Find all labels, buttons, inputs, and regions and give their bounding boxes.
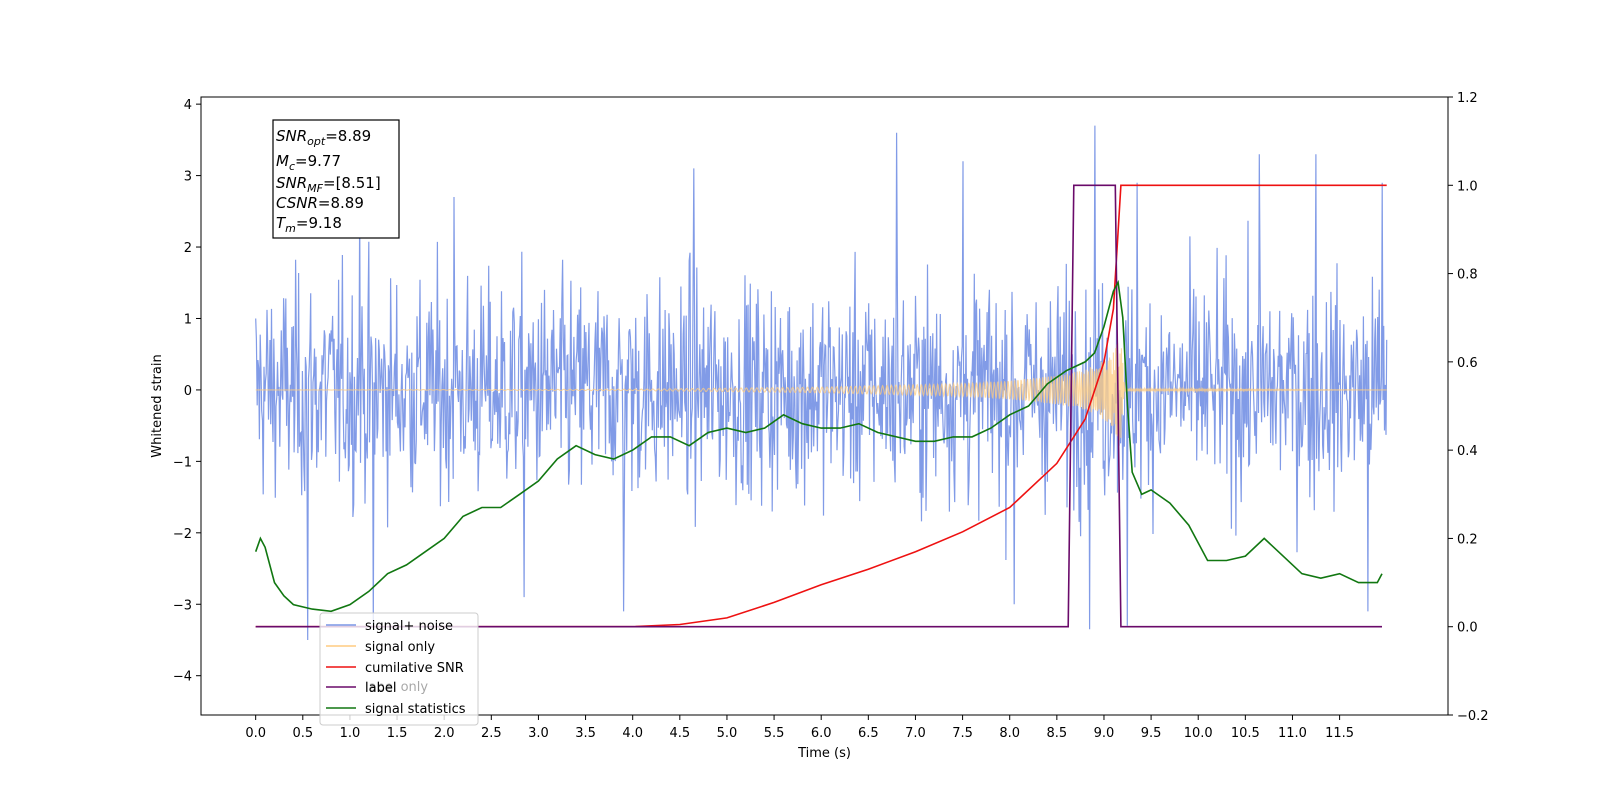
x-tick-label: 8.0 xyxy=(999,726,1020,741)
x-tick-label: 3.0 xyxy=(528,726,549,741)
y2-tick-label: −0.2 xyxy=(1457,709,1489,724)
x-tick-label: 0.5 xyxy=(292,726,313,741)
series-signal-only xyxy=(255,342,1387,441)
x-tick-label: 8.5 xyxy=(1046,726,1067,741)
y-tick-label: −3 xyxy=(173,598,192,613)
legend: label only signal+ noise signal only cum… xyxy=(319,612,479,726)
y2-tick-label: 1.0 xyxy=(1457,179,1478,194)
y-tick-label: 4 xyxy=(184,98,192,113)
x-tick-label: 1.5 xyxy=(387,726,408,741)
x-axis-title: Time (s) xyxy=(797,746,851,761)
series-signal-noise xyxy=(255,125,1388,641)
legend-frame xyxy=(319,612,479,726)
y-tick-label: −1 xyxy=(173,455,192,470)
x-tick-label: 6.0 xyxy=(811,726,832,741)
annotation-line-tm: Tm=9.18 xyxy=(276,214,342,235)
x-tick-label: 2.0 xyxy=(434,726,455,741)
x-tick-label: 9.5 xyxy=(1141,726,1162,741)
x-tick-label: 10.0 xyxy=(1184,726,1213,741)
legend-label-label: label xyxy=(365,681,396,696)
x-tick-label: 5.0 xyxy=(717,726,738,741)
y-tick-label: 3 xyxy=(184,170,192,185)
annotation-line-csnr: CSNR=8.89 xyxy=(276,194,364,212)
legend-label-signal-only: signal only xyxy=(365,640,435,655)
x-tick-label: 4.5 xyxy=(669,726,690,741)
axes: 0.0 0.5 1.0 1.5 2.0 2.5 3.0 3.5 4.0 4.5 5.0 5.5 6.0 6… xyxy=(150,91,1489,761)
x-tick-label: 11.0 xyxy=(1278,726,1307,741)
legend-label-signal-noise: signal+ noise xyxy=(365,619,453,634)
series-signal-statistics xyxy=(254,279,1383,613)
x-tick-label: 10.5 xyxy=(1231,726,1260,741)
y-axis-title: Whitened strain xyxy=(150,354,165,457)
annotation-line-snr-mf: SNRMF=[8.51] xyxy=(276,174,381,195)
stats-annotation-box: SNRopt=8.89 Mc=9.77 SNRMF=[8.51] CSNR=8.… xyxy=(272,119,400,239)
x-tick-label: 3.5 xyxy=(575,726,596,741)
legend-hidden-entry-text: label only xyxy=(365,680,428,695)
y2-tick-label: 0.0 xyxy=(1457,621,1478,636)
plot-area xyxy=(254,125,1388,641)
y-tick-label: 2 xyxy=(184,241,192,256)
x-tick-label: 0.0 xyxy=(245,726,266,741)
y2-tick-label: 0.2 xyxy=(1457,532,1478,547)
x-tick-label: 5.5 xyxy=(764,726,785,741)
legend-label-cumulative-snr: cumilative SNR xyxy=(365,661,464,676)
annotation-line-snr-opt: SNRopt=8.89 xyxy=(276,127,371,148)
x-tick-label: 7.0 xyxy=(905,726,926,741)
y2-tick-label: 0.6 xyxy=(1457,356,1478,371)
x-tick-label: 6.5 xyxy=(858,726,879,741)
y2-tick-label: 0.4 xyxy=(1457,444,1478,459)
y2-tick-label: 0.8 xyxy=(1457,268,1478,283)
x-tick-label: 9.0 xyxy=(1094,726,1115,741)
y-tick-label: −2 xyxy=(173,527,192,542)
axes-frame xyxy=(200,96,1449,716)
y-tick-label: 1 xyxy=(184,312,192,327)
x-tick-label: 11.5 xyxy=(1325,726,1354,741)
annotation-frame xyxy=(272,119,400,239)
x-tick-label: 2.5 xyxy=(481,726,502,741)
legend-label-signal-statistics: signal statistics xyxy=(365,702,466,717)
x-tick-label: 4.0 xyxy=(622,726,643,741)
series-label xyxy=(255,184,1382,628)
x-tick-label: 1.0 xyxy=(340,726,361,741)
y-tick-label: −4 xyxy=(173,670,192,685)
series-cumulative-snr xyxy=(255,184,1387,628)
annotation-line-mc: Mc=9.77 xyxy=(276,152,341,173)
y2-tick-label: 1.2 xyxy=(1457,91,1478,106)
x-tick-label: 7.5 xyxy=(952,726,973,741)
y-tick-label: 0 xyxy=(184,384,192,399)
